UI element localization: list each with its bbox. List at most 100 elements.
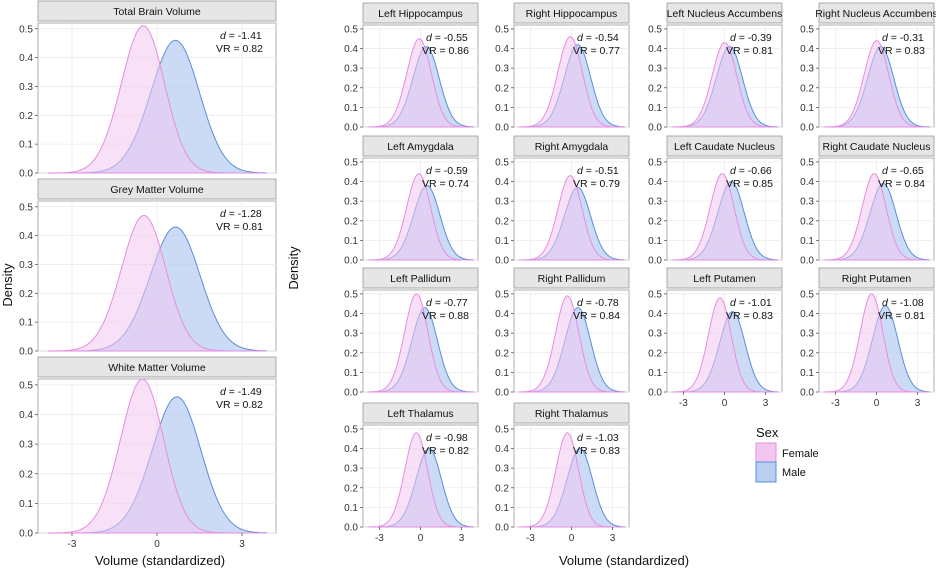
effect-size-d: d = -0.78 (577, 297, 619, 309)
y-tick-label: 0.5 (495, 289, 509, 300)
y-tick-label: 0.4 (19, 231, 33, 242)
effect-size-d: d = -0.39 (730, 32, 772, 44)
panel-title: Left Thalamus (387, 408, 453, 420)
y-tick-label: 0.2 (495, 483, 509, 494)
x-tick-label: 3 (915, 398, 921, 409)
density-female (518, 432, 625, 528)
x-tick-label: -3 (526, 533, 535, 544)
effect-size-d: d = -1.41 (220, 30, 262, 42)
y-tick-label: 0.0 (800, 123, 814, 134)
y-tick-label: 0.5 (800, 289, 814, 300)
y-tick-label: 0.0 (344, 256, 358, 267)
y-tick-label: 0.0 (800, 388, 814, 399)
x-tick-label: -3 (679, 398, 688, 409)
panel-strip (513, 402, 630, 424)
y-tick-label: 0.2 (19, 111, 33, 122)
panel-title: Total Brain Volume (113, 6, 201, 18)
variance-ratio: VR = 0.83 (573, 445, 620, 457)
variance-ratio: VR = 0.83 (878, 45, 925, 57)
variance-ratio: VR = 0.82 (216, 43, 263, 55)
right-x-axis-title: Volume (standardized) (559, 553, 689, 568)
y-tick-label: 0.4 (648, 309, 662, 320)
density-female (367, 38, 474, 128)
y-tick-label: 0.0 (648, 256, 662, 267)
y-tick-label: 0.4 (495, 444, 509, 455)
x-tick-label: 0 (722, 398, 728, 409)
effect-size-d: d = -0.66 (730, 165, 772, 177)
y-tick-label: 0.3 (344, 64, 358, 75)
left-y-axis-title: Density (0, 263, 15, 307)
y-tick-label: 0.3 (19, 440, 33, 451)
density-female (47, 214, 267, 352)
y-tick-label: 0.1 (344, 103, 358, 114)
y-tick-label: 0.3 (19, 82, 33, 93)
panel-strip (666, 2, 783, 24)
x-tick-label: -3 (68, 539, 77, 550)
y-tick-label: 0.4 (495, 177, 509, 188)
density-female (47, 25, 267, 174)
panel-strip (37, 178, 277, 200)
legend-label-female: Female (782, 448, 819, 460)
y-tick-label: 0.2 (495, 348, 509, 359)
legend: Sex Female Male (755, 425, 819, 483)
y-tick-label: 0.1 (19, 140, 33, 151)
y-tick-label: 0.2 (495, 216, 509, 227)
variance-ratio: VR = 0.82 (216, 399, 263, 411)
y-tick-label: 0.5 (495, 424, 509, 435)
y-tick-label: 0.5 (648, 24, 662, 35)
y-tick-label: 0.1 (495, 503, 509, 514)
y-tick-label: 0.2 (344, 83, 358, 94)
y-tick-label: 0.0 (648, 123, 662, 134)
variance-ratio: VR = 0.81 (216, 221, 263, 233)
y-tick-label: 0.4 (800, 44, 814, 55)
y-tick-label: 0.5 (800, 157, 814, 168)
y-tick-label: 0.1 (800, 236, 814, 247)
y-tick-label: 0.4 (648, 44, 662, 55)
variance-ratio: VR = 0.81 (878, 310, 925, 322)
effect-size-d: d = -1.28 (220, 208, 262, 220)
y-tick-label: 0.3 (344, 464, 358, 475)
y-tick-label: 0.3 (495, 64, 509, 75)
y-tick-label: 0.3 (800, 197, 814, 208)
y-tick-label: 0.5 (495, 24, 509, 35)
legend-label-male: Male (782, 467, 806, 479)
y-tick-label: 0.5 (800, 24, 814, 35)
panel-strip (362, 2, 479, 24)
variance-ratio: VR = 0.84 (878, 178, 925, 190)
panel-title: Left Nucleus Accumbens (667, 8, 783, 20)
effect-size-d: d = -1.08 (882, 297, 924, 309)
variance-ratio: VR = 0.86 (422, 45, 469, 57)
variance-ratio: VR = 0.85 (726, 178, 773, 190)
y-tick-label: 0.4 (344, 444, 358, 455)
y-tick-label: 0.0 (800, 256, 814, 267)
y-tick-label: 0.2 (495, 83, 509, 94)
panel-strip (513, 267, 630, 289)
y-tick-label: 0.1 (19, 318, 33, 329)
y-tick-label: 0.4 (19, 410, 33, 421)
y-tick-label: 0.1 (648, 368, 662, 379)
panel-title: Right Nucleus Accumbens (815, 8, 936, 20)
variance-ratio: VR = 0.77 (573, 45, 620, 57)
effect-size-d: d = -0.55 (426, 32, 468, 44)
x-tick-label: 0 (418, 533, 424, 544)
panel-strip (362, 402, 479, 424)
y-tick-label: 0.0 (648, 388, 662, 399)
panel-strip (666, 135, 783, 157)
legend-key-male (755, 461, 777, 483)
y-tick-label: 0.4 (495, 309, 509, 320)
panel-title: Left Amygdala (387, 141, 454, 153)
density-female (671, 173, 778, 261)
x-tick-label: -3 (375, 533, 384, 544)
y-tick-label: 0.5 (344, 24, 358, 35)
y-tick-label: 0.3 (19, 260, 33, 271)
y-tick-label: 0.1 (495, 368, 509, 379)
y-tick-label: 0.2 (648, 348, 662, 359)
panel-strip (818, 135, 935, 157)
x-tick-label: 0 (874, 398, 880, 409)
y-tick-label: 0.5 (19, 380, 33, 391)
